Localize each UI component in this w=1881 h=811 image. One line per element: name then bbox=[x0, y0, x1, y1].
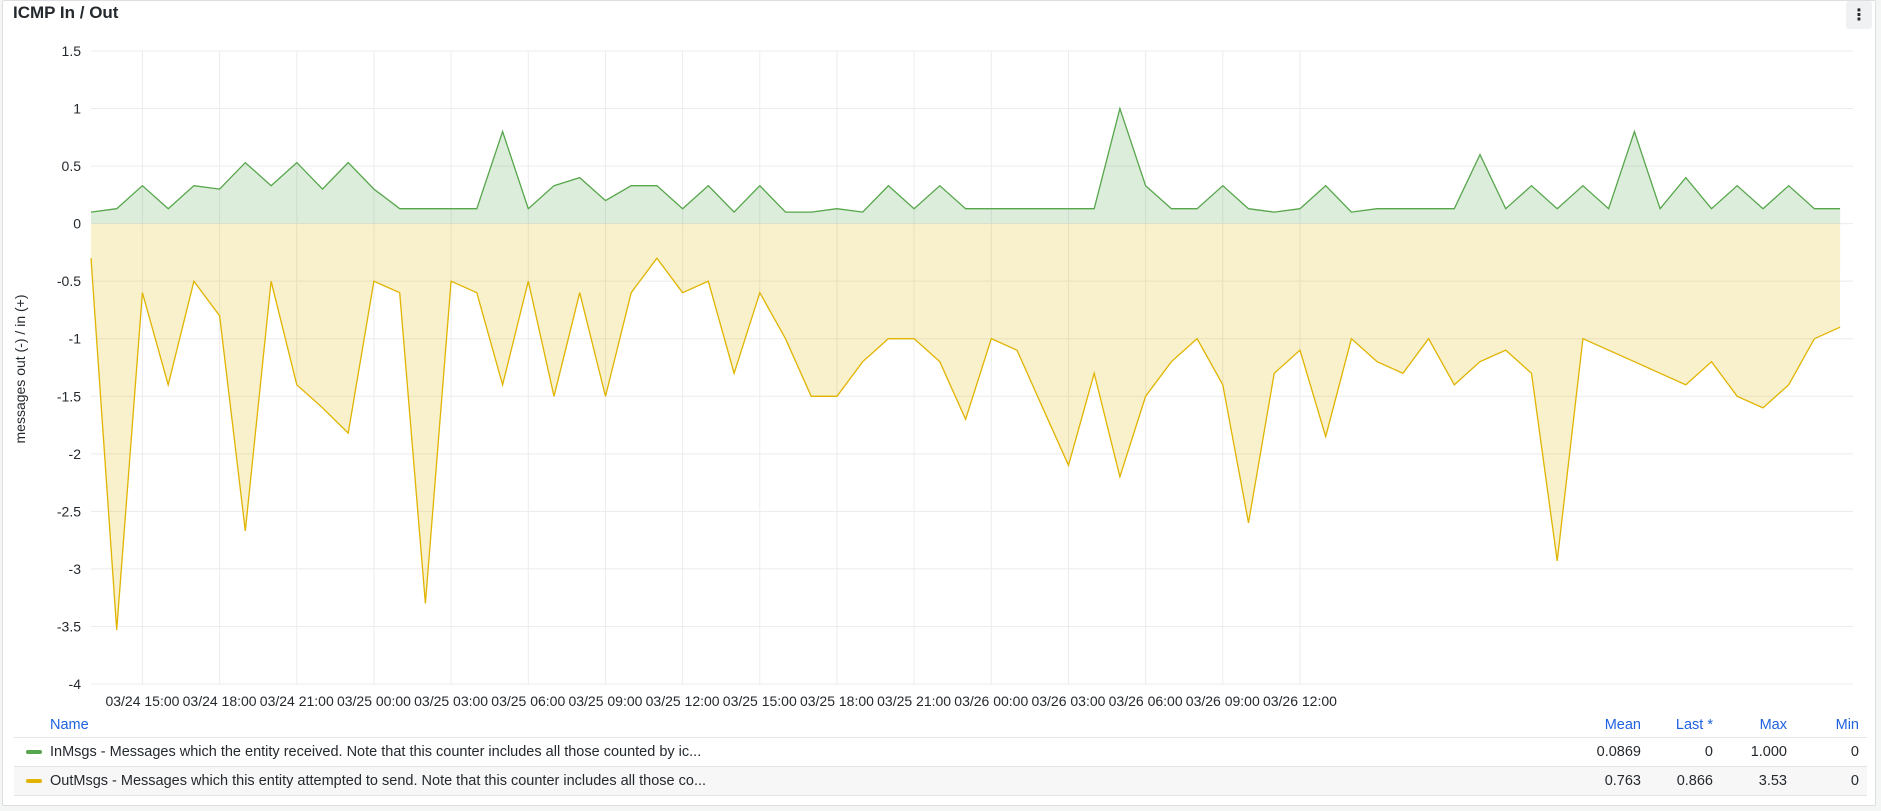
series-area-inmsgs bbox=[91, 108, 1841, 224]
x-tick-label: 03/24 15:00 bbox=[105, 693, 179, 709]
y-tick-label: 0.5 bbox=[62, 158, 82, 174]
y-tick-label: 0 bbox=[73, 216, 81, 232]
legend-header-min[interactable]: Min bbox=[1835, 717, 1859, 733]
legend-header-max[interactable]: Max bbox=[1759, 717, 1787, 733]
x-tick-label: 03/26 06:00 bbox=[1109, 693, 1183, 709]
y-tick-label: 1.5 bbox=[62, 43, 82, 59]
series-layer bbox=[90, 106, 1841, 630]
series-line-inmsgs bbox=[90, 106, 1841, 214]
legend-header: Name Mean Last * Max Min bbox=[14, 713, 1867, 738]
y-tick-label: -1.5 bbox=[57, 388, 81, 404]
legend-mean-value: 0.763 bbox=[1604, 773, 1641, 789]
series-area-outmsgs bbox=[91, 223, 1841, 630]
legend-last-value: 0 bbox=[1704, 744, 1713, 760]
time-series-chart[interactable]: 1.5 1 0.5 0 -0.5 -1 -1.5 -2 -2.5 -3 -3.5 -4 03/24 1… bbox=[3, 1, 1876, 713]
legend-header-name[interactable]: Name bbox=[50, 717, 89, 733]
panel-title: ICMP In / Out bbox=[13, 3, 119, 22]
legend-row-outmsgs[interactable]: OutMsgs - Messages which this entity att… bbox=[14, 767, 1867, 796]
x-tick-label: 03/24 21:00 bbox=[260, 693, 334, 709]
legend-row-inmsgs[interactable]: InMsgs - Messages which the entity recei… bbox=[14, 738, 1867, 767]
y-tick-label: -3 bbox=[69, 561, 82, 577]
x-tick-label: 03/26 03:00 bbox=[1031, 693, 1105, 709]
legend-series-name[interactable]: InMsgs - Messages which the entity recei… bbox=[50, 744, 702, 760]
y-tick-label: -4 bbox=[69, 676, 82, 692]
legend-min-value: 0 bbox=[1850, 744, 1859, 760]
x-tick-label: 03/25 09:00 bbox=[568, 693, 642, 709]
legend-max-value: 1.000 bbox=[1750, 744, 1787, 760]
x-tick-label: 03/26 00:00 bbox=[954, 693, 1028, 709]
x-tick-label: 03/25 03:00 bbox=[414, 693, 488, 709]
x-tick-label: 03/25 12:00 bbox=[646, 693, 720, 709]
x-tick-label: 03/25 06:00 bbox=[491, 693, 565, 709]
legend-table: Name Mean Last * Max Min InMsgs - Messag… bbox=[14, 713, 1867, 796]
x-tick-label: 03/25 21:00 bbox=[877, 693, 951, 709]
y-tick-label: 1 bbox=[73, 101, 81, 117]
x-tick-label: 03/25 00:00 bbox=[337, 693, 411, 709]
series-line-outmsgs bbox=[90, 257, 1841, 630]
legend-last-value: 0.866 bbox=[1676, 773, 1713, 789]
x-tick-label: 03/26 12:00 bbox=[1263, 693, 1337, 709]
y-axis-label: messages out (-) / in (+) bbox=[12, 295, 28, 444]
y-tick-label: -0.5 bbox=[57, 273, 81, 289]
legend-header-last[interactable]: Last * bbox=[1675, 717, 1713, 733]
x-tick-label: 03/24 18:00 bbox=[183, 693, 257, 709]
x-axis-ticks: 03/24 15:00 03/24 18:00 03/24 21:00 03/25 0… bbox=[105, 693, 1337, 709]
x-tick-label: 03/25 18:00 bbox=[800, 693, 874, 709]
y-tick-label: -2.5 bbox=[57, 503, 81, 519]
grid-lines bbox=[91, 50, 1853, 685]
panel-menu-button[interactable]: ⋮ bbox=[1846, 1, 1872, 29]
series-color-swatch bbox=[26, 750, 42, 754]
legend-max-value: 3.53 bbox=[1758, 773, 1787, 789]
y-tick-label: -1 bbox=[69, 331, 82, 347]
x-tick-label: 03/26 09:00 bbox=[1186, 693, 1260, 709]
x-tick-label: 03/25 15:00 bbox=[723, 693, 797, 709]
legend-header-mean[interactable]: Mean bbox=[1604, 717, 1641, 733]
legend-min-value: 0 bbox=[1850, 773, 1859, 789]
y-axis-ticks: 1.5 1 0.5 0 -0.5 -1 -1.5 -2 -2.5 -3 -3.5 -4 bbox=[57, 43, 81, 692]
series-color-swatch bbox=[26, 779, 42, 783]
y-tick-label: -2 bbox=[69, 446, 82, 462]
legend-series-name[interactable]: OutMsgs - Messages which this entity att… bbox=[50, 773, 707, 789]
legend-mean-value: 0.0869 bbox=[1596, 744, 1641, 760]
y-tick-label: -3.5 bbox=[57, 618, 81, 634]
kebab-menu-icon: ⋮ bbox=[1851, 7, 1867, 24]
